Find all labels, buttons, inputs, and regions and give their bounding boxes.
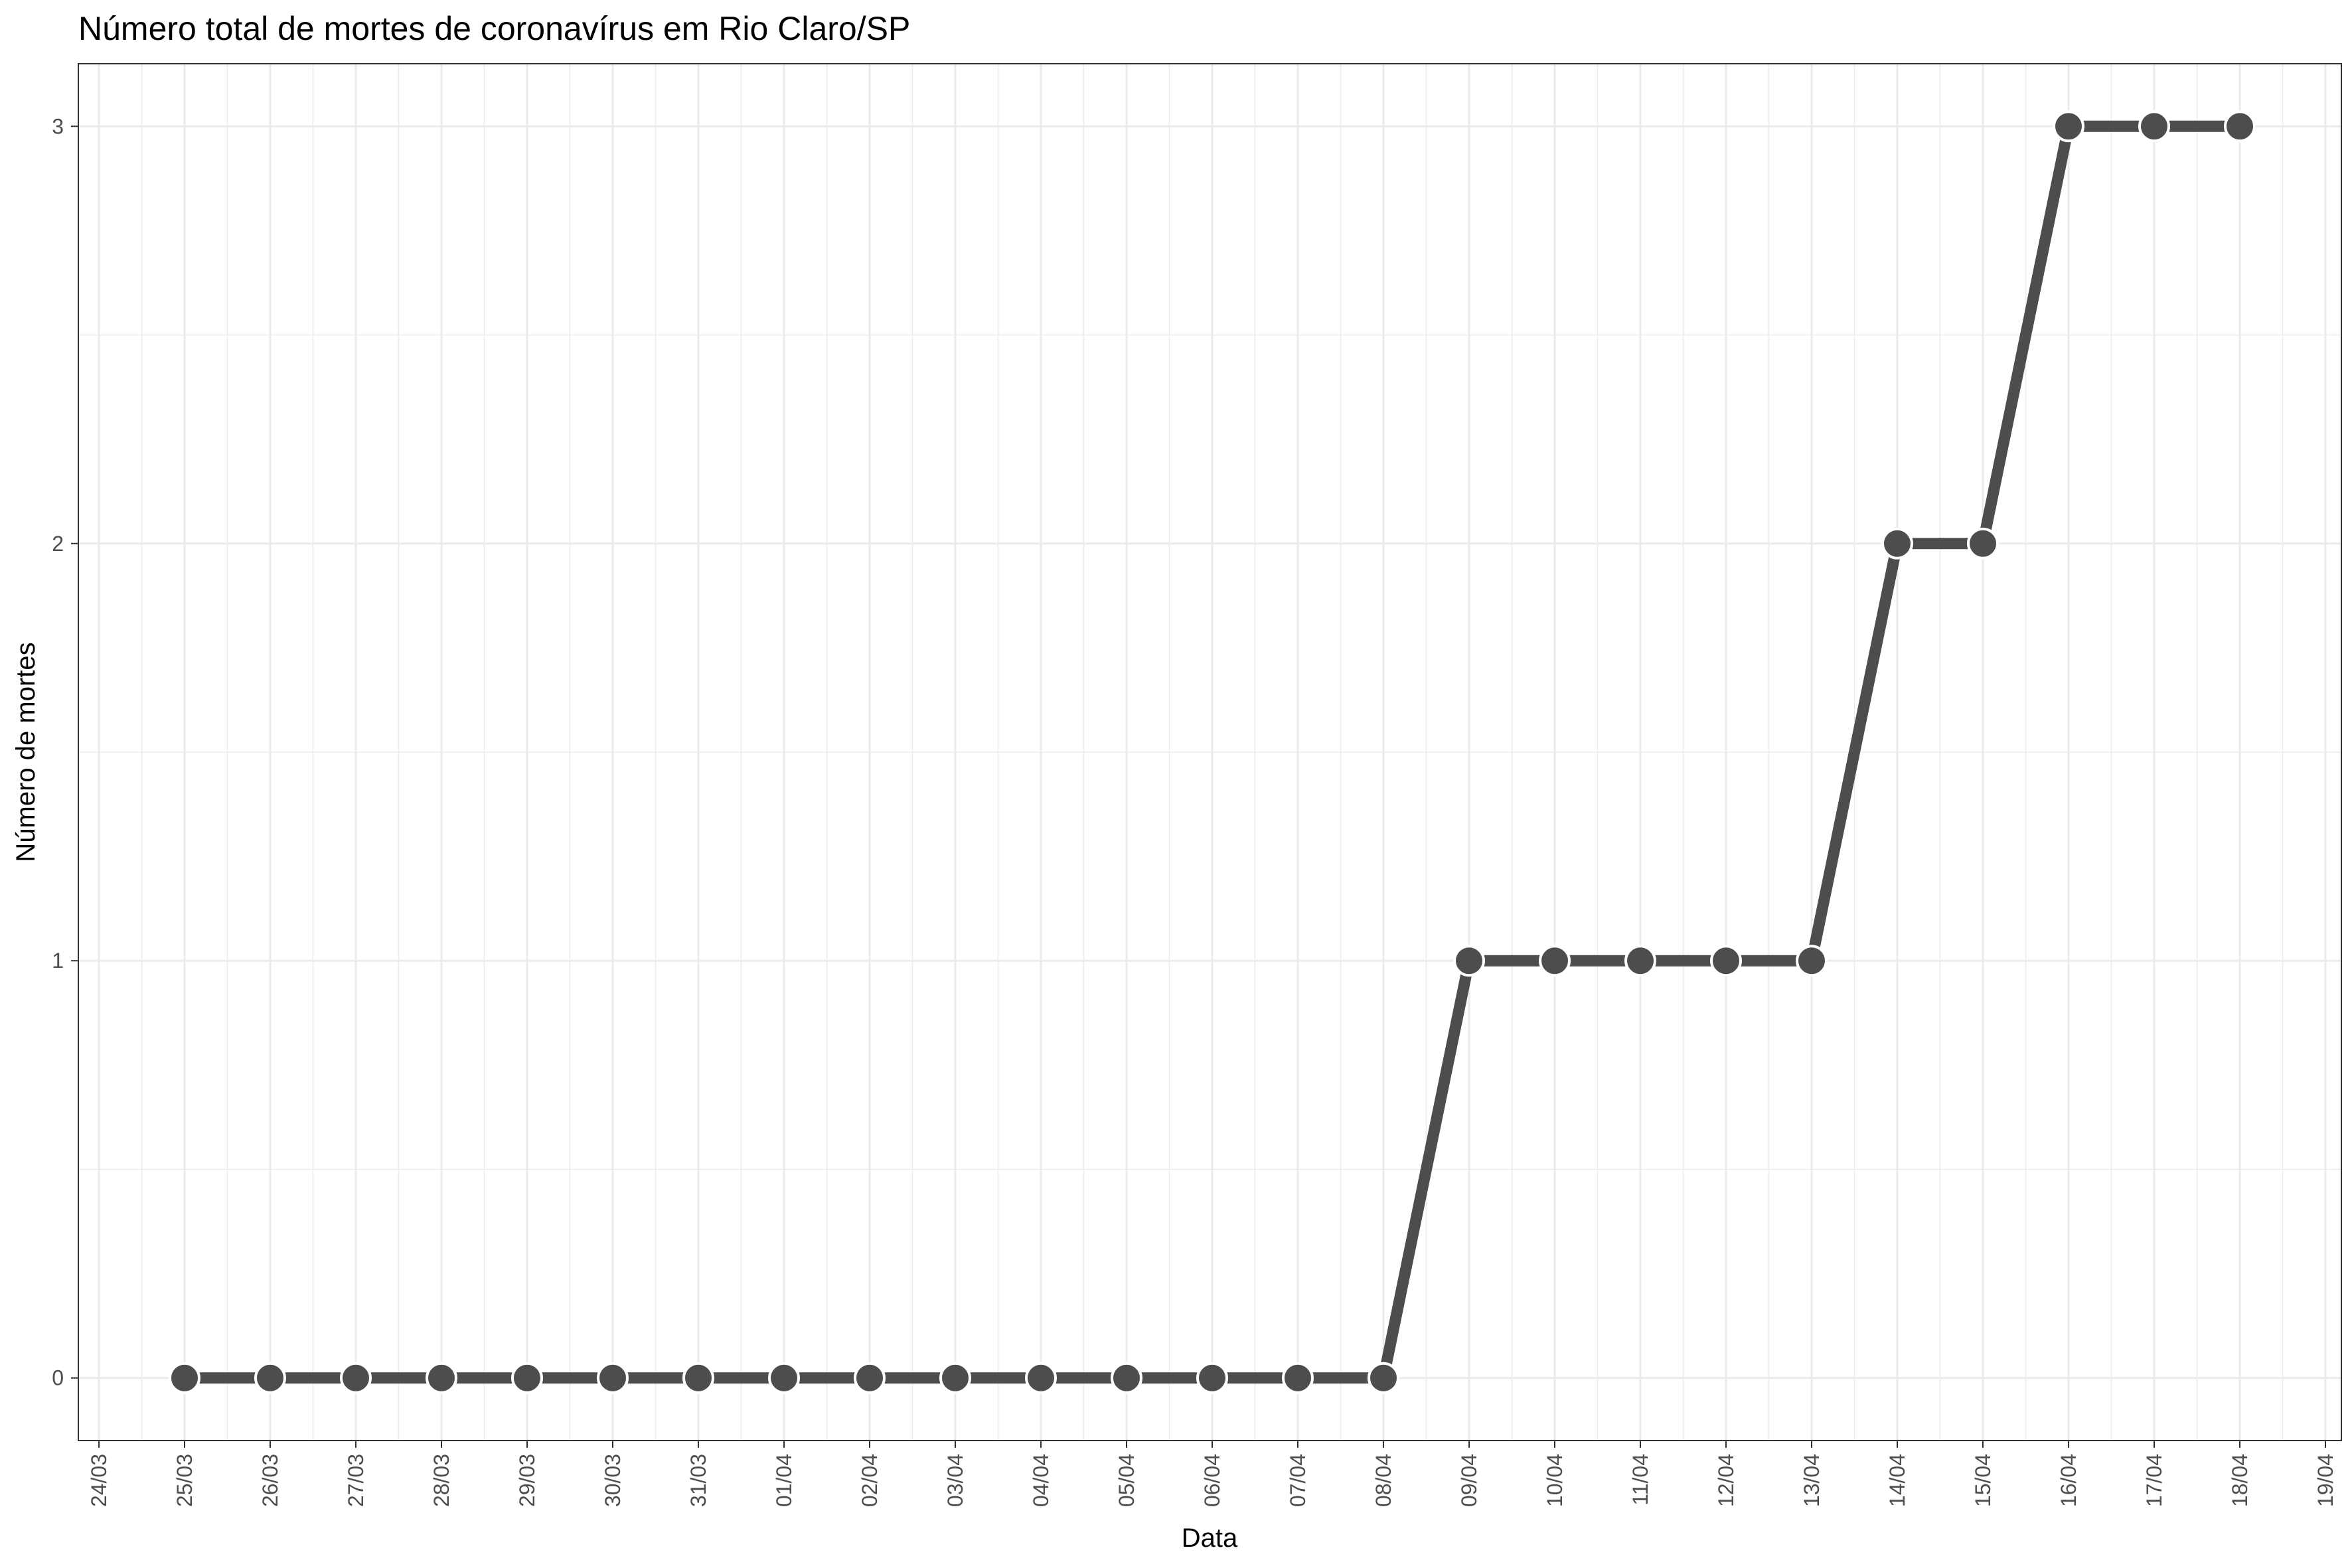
x-tick-label: 03/04: [943, 1454, 967, 1507]
data-point: [682, 1362, 714, 1394]
y-axis: 0 1 2 3: [52, 114, 78, 1390]
data-point: [1025, 1362, 1057, 1394]
data-point: [1282, 1362, 1314, 1394]
x-tick-label: 27/03: [344, 1454, 368, 1507]
chart-title: Número total de mortes de coronavírus em…: [78, 10, 910, 47]
x-tick-label: 01/04: [772, 1454, 796, 1507]
data-point: [1196, 1362, 1228, 1394]
x-tick-label: 18/04: [2228, 1454, 2252, 1507]
data-point: [169, 1362, 200, 1394]
data-point: [854, 1362, 886, 1394]
x-tick-label: 07/04: [1286, 1454, 1310, 1507]
grid: [78, 64, 2341, 1441]
x-tick-label: 31/03: [686, 1454, 710, 1507]
x-tick-label: 25/03: [173, 1454, 196, 1507]
series-deaths: [169, 110, 2256, 1394]
x-tick-label: 16/04: [2057, 1454, 2080, 1507]
data-point: [511, 1362, 543, 1394]
y-tick-label: 2: [52, 532, 64, 556]
x-tick-label: 19/04: [2313, 1454, 2337, 1507]
x-tick-label: 10/04: [1543, 1454, 1567, 1507]
data-point: [2138, 110, 2170, 143]
data-point: [1710, 945, 1742, 977]
data-point: [1967, 527, 1999, 560]
data-point: [426, 1362, 457, 1394]
data-point: [254, 1362, 286, 1394]
x-axis: 24/03 25/03 26/03 27/03 28/03 29/03 30/03 31/03…: [87, 1441, 2337, 1507]
x-tick-label: 15/04: [1971, 1454, 1995, 1507]
x-axis-title: Data: [1182, 1524, 1238, 1553]
data-point: [1796, 945, 1828, 977]
x-tick-label: 17/04: [2142, 1454, 2166, 1507]
x-tick-label: 02/04: [858, 1454, 882, 1507]
x-tick-label: 29/03: [515, 1454, 539, 1507]
x-tick-label: 08/04: [1372, 1454, 1395, 1507]
x-tick-label: 09/04: [1457, 1454, 1481, 1507]
y-tick-label: 0: [52, 1366, 64, 1390]
x-tick-label: 28/03: [430, 1454, 453, 1507]
x-tick-label: 05/04: [1115, 1454, 1138, 1507]
x-tick-label: 11/04: [1628, 1454, 1652, 1506]
x-tick-label: 26/03: [258, 1454, 282, 1507]
data-point: [768, 1362, 800, 1394]
x-tick-label: 13/04: [1800, 1454, 1824, 1507]
y-tick-label: 3: [52, 114, 64, 138]
data-point: [939, 1362, 971, 1394]
data-point: [1111, 1362, 1142, 1394]
y-axis-title: Número de mortes: [11, 642, 40, 862]
y-tick-label: 1: [52, 949, 64, 973]
x-tick-label: 06/04: [1200, 1454, 1224, 1507]
panel-border: [78, 63, 2342, 1441]
x-tick-label: 04/04: [1029, 1454, 1053, 1507]
data-point: [597, 1362, 629, 1394]
x-tick-label: 14/04: [1885, 1454, 1909, 1507]
data-point: [340, 1362, 372, 1394]
data-point: [1453, 945, 1485, 977]
x-tick-label: 12/04: [1714, 1454, 1738, 1507]
data-point: [1624, 945, 1656, 977]
data-point: [1539, 945, 1571, 977]
data-point: [2053, 110, 2084, 143]
data-point: [1368, 1362, 1399, 1394]
data-point: [2224, 110, 2256, 143]
x-tick-label: 30/03: [601, 1454, 625, 1507]
data-point: [1881, 527, 1913, 560]
x-tick-label: 24/03: [87, 1454, 111, 1507]
